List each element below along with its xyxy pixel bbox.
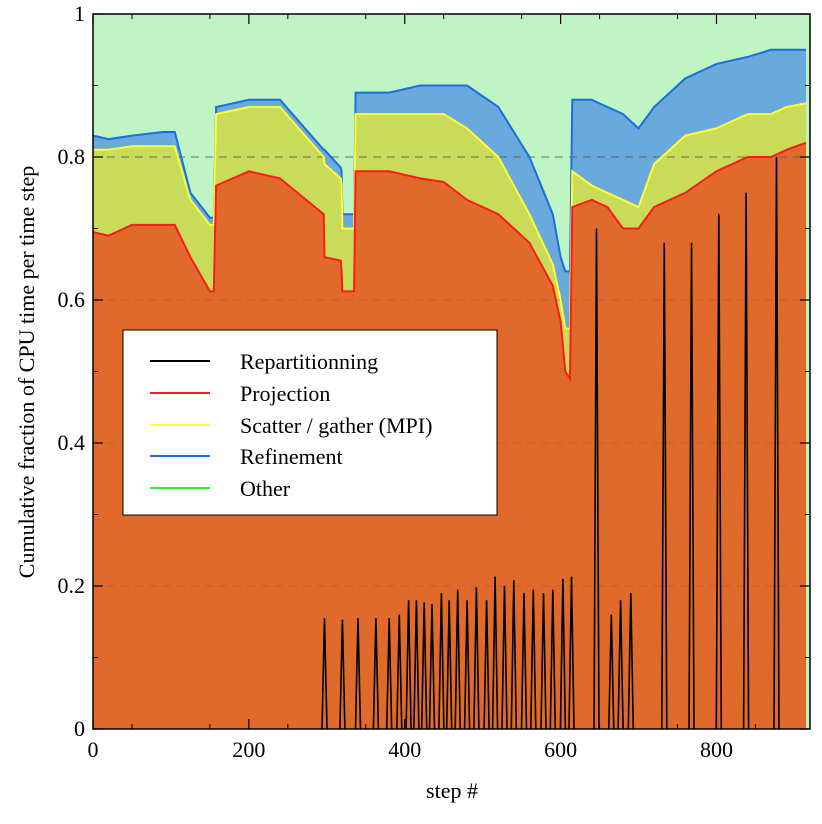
spike-repartitionning (385, 618, 393, 730)
spike-repartitionning (688, 242, 695, 730)
spike-repartitionning (483, 600, 490, 730)
spike-repartitionning (627, 593, 635, 730)
spike-repartitionning (540, 593, 547, 730)
spike-repartitionning (510, 580, 518, 730)
x-axis-label: step # (426, 778, 478, 803)
spike-repartitionning (396, 614, 403, 730)
x-tick-label: 0 (88, 737, 99, 762)
spike-repartitionning (617, 600, 624, 730)
legend-label-refinement: Refinement (240, 444, 343, 469)
spike-repartitionning (463, 600, 471, 730)
spike-repartitionning (559, 578, 567, 730)
area-scatter-gather (93, 103, 807, 379)
spike-repartitionning (321, 618, 328, 730)
spike-repartitionning (549, 589, 557, 730)
spike-repartitionning (608, 614, 615, 730)
series-line-projection (92, 141, 807, 382)
axes: 0 200 400 600 800 0 0.2 0.4 0.6 0.8 1 (58, 1, 811, 762)
spike-repartitionning (413, 600, 420, 730)
spike-repartitionning (742, 192, 750, 730)
spike-repartitionning (473, 587, 480, 730)
legend-label-scatter-gather: Scatter / gather (MPI) (240, 413, 432, 438)
spike-repartitionning (339, 619, 346, 730)
legend-label-other: Other (240, 476, 291, 501)
y-tick-label: 0.8 (58, 144, 86, 169)
y-tick-label: 0.6 (58, 287, 86, 312)
spike-repartitionning (454, 589, 461, 730)
spike-repartitionning (445, 600, 453, 730)
spike-repartitionning (520, 593, 528, 730)
spike-repartitionning (491, 576, 499, 730)
x-tick-label: 200 (232, 737, 265, 762)
spike-repartitionning (773, 156, 780, 730)
spike-repartitionning (372, 618, 380, 730)
spike-repartitionning (661, 242, 668, 730)
spike-repartitionning (593, 228, 600, 730)
y-tick-label: 0.2 (58, 573, 86, 598)
spike-repartitionning (568, 576, 575, 730)
y-axis-label: Cumulative fraction of CPU time per time… (14, 166, 39, 578)
series-line-refinement (92, 48, 807, 273)
x-tick-label: 600 (544, 737, 577, 762)
y-tick-label: 0.4 (58, 430, 86, 455)
spike-repartitionning (405, 600, 412, 730)
spike-repartitionning (354, 618, 362, 730)
spike-repartitionning (715, 214, 723, 730)
series-line-scatter-gather (93, 102, 807, 330)
spike-repartitionning (420, 602, 428, 730)
legend-label-projection: Projection (240, 381, 330, 406)
spike-repartitionning (501, 585, 508, 730)
spike-repartitionning (438, 593, 445, 730)
y-tick-label: 1 (74, 1, 85, 26)
spike-repartitionning (428, 603, 436, 730)
x-tick-label: 800 (700, 737, 733, 762)
legend-label-repartitionning: Repartitionning (240, 349, 378, 374)
x-tick-label: 400 (388, 737, 421, 762)
y-tick-label: 0 (74, 716, 85, 741)
spike-repartitionning (530, 589, 537, 730)
legend: Repartitionning Projection Scatter / gat… (122, 329, 498, 516)
